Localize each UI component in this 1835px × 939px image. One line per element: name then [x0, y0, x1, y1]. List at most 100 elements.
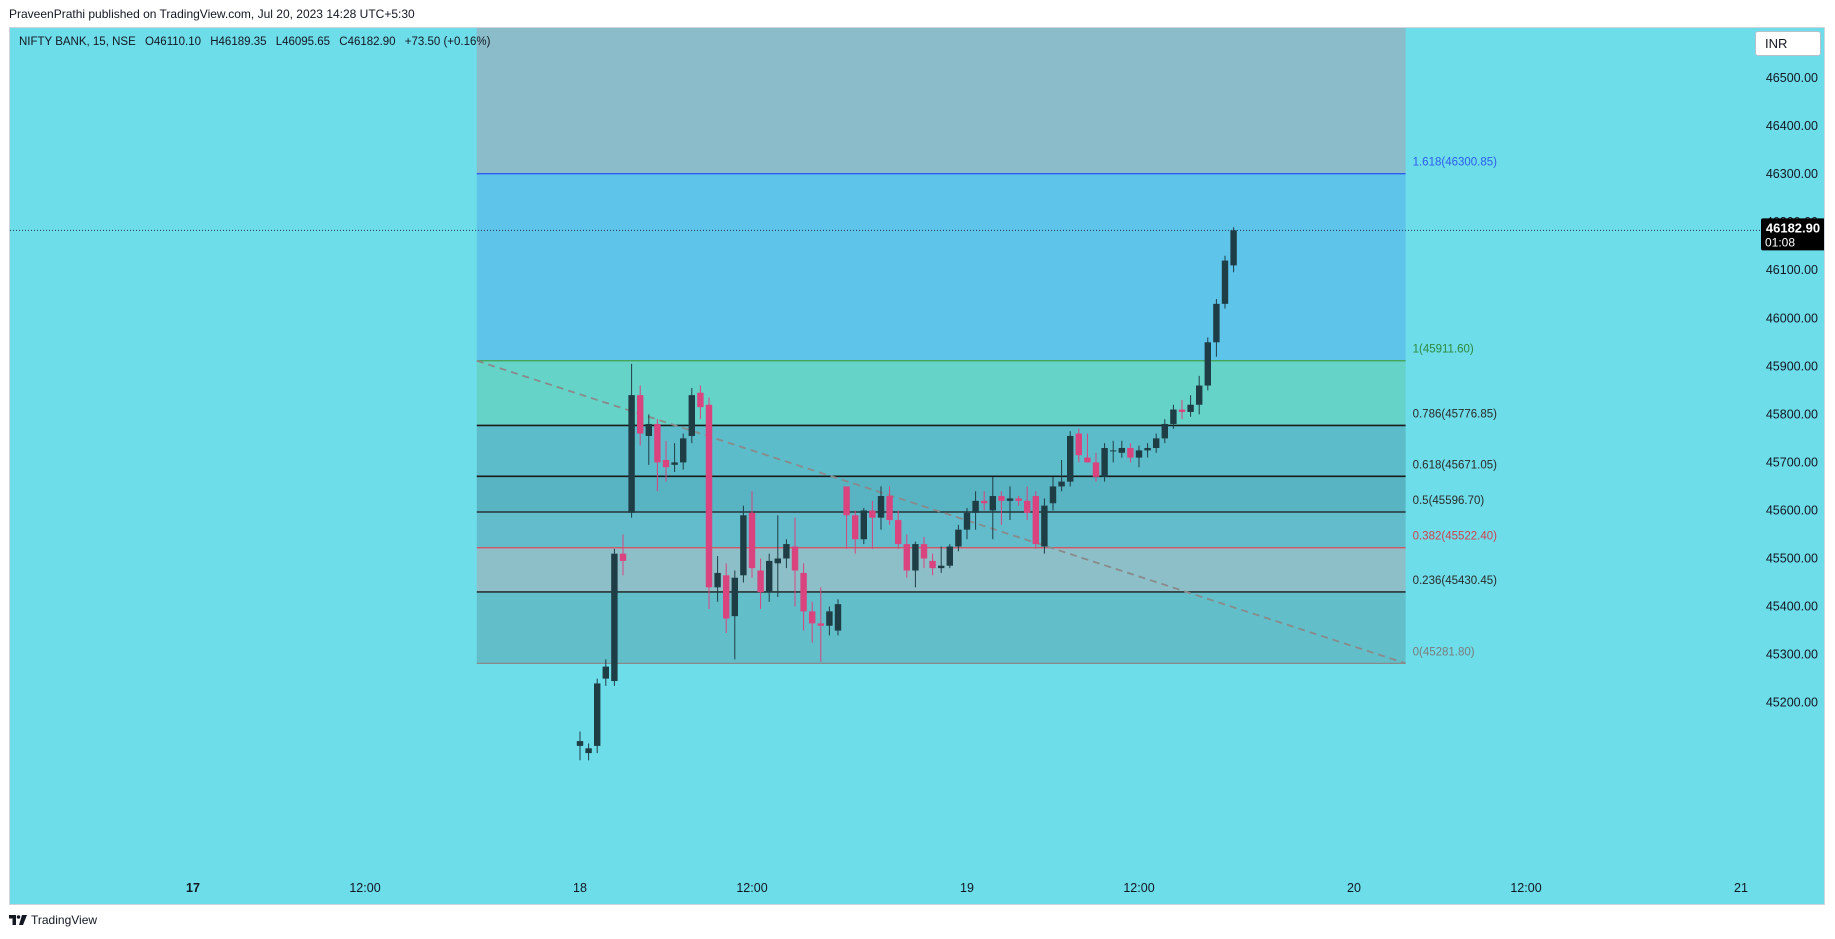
- footer-brand[interactable]: TradingView: [31, 913, 98, 927]
- x-tick-label: 12:00: [1123, 881, 1154, 895]
- symbol-name[interactable]: NIFTY BANK, 15, NSE: [19, 36, 136, 48]
- bull-candle: [1144, 447, 1151, 451]
- bull-candle: [774, 558, 781, 564]
- bear-candle: [1092, 462, 1100, 477]
- publish-caption: PraveenPrathi published on TradingView.c…: [9, 7, 415, 21]
- close-value: C46182.90: [339, 36, 396, 48]
- last-price-tag: [1761, 218, 1824, 251]
- bull-candle: [1041, 505, 1048, 547]
- fib-label-1-618: 1.618(46300.85): [1413, 157, 1498, 169]
- tradingview-logo-icon[interactable]: [9, 915, 27, 925]
- bull-candle: [1153, 438, 1160, 448]
- bull-candle: [912, 544, 919, 571]
- y-tick-label: 45900.00: [1766, 359, 1818, 373]
- bear-candle: [662, 459, 670, 468]
- y-tick-label: 45700.00: [1766, 455, 1818, 469]
- bull-candle: [1067, 435, 1074, 482]
- x-tick-label: 20: [1347, 881, 1361, 895]
- fib-zone-1-618: [476, 173, 1406, 361]
- bull-candle: [1049, 486, 1057, 504]
- fib-zone-1: [476, 360, 1406, 426]
- x-tick-label: 21: [1734, 881, 1748, 895]
- fib-zone-0-5: [476, 512, 1406, 548]
- bull-candle: [834, 604, 842, 631]
- bear-candle: [843, 486, 850, 516]
- bear-candle: [998, 496, 1005, 501]
- bull-candle: [714, 572, 721, 588]
- symbol-info-bar: NIFTY BANK, 15, NSE O46110.10 H46189.35 …: [19, 36, 496, 48]
- bull-candle: [1170, 409, 1177, 424]
- y-tick-label: 46000.00: [1766, 311, 1818, 325]
- bull-candle: [1006, 498, 1014, 501]
- bull-candle: [628, 395, 635, 513]
- fib-label-0-236: 0.236(45430.45): [1413, 575, 1498, 587]
- bull-candle: [938, 565, 945, 569]
- fib-label-0-786: 0.786(45776.85): [1413, 408, 1498, 420]
- candlestick-chart[interactable]: 1.618(46300.85) 1(45911.60) 0.786(45776.85…: [10, 28, 1825, 905]
- bear-candle: [903, 544, 910, 571]
- bull-candle: [989, 496, 996, 511]
- bull-candle: [1135, 450, 1143, 458]
- bear-candle: [1084, 457, 1091, 463]
- y-tick-label: 45300.00: [1766, 648, 1818, 662]
- bear-candle: [809, 611, 816, 624]
- y-tick-label: 46300.00: [1766, 167, 1818, 181]
- bull-candle: [585, 748, 592, 754]
- bear-candle: [619, 553, 627, 561]
- open-value: O46110.10: [144, 36, 202, 48]
- bull-candle: [783, 544, 790, 559]
- fib-zone-above-1618: [476, 28, 1406, 174]
- bear-candle: [981, 500, 988, 504]
- fib-zone-0-618: [476, 476, 1406, 513]
- last-price-value: 46182.90: [1766, 220, 1820, 235]
- bull-candle: [594, 683, 601, 746]
- bull-candle: [963, 512, 971, 530]
- bear-candle: [1032, 496, 1039, 545]
- bull-candle: [1213, 303, 1220, 343]
- fib-zone-0-236: [476, 591, 1406, 664]
- bull-candle: [1118, 447, 1125, 453]
- bull-candle: [766, 560, 773, 593]
- bull-candle: [602, 666, 609, 679]
- footer: TradingView: [9, 913, 97, 927]
- fib-label-0-382: 0.382(45522.40): [1413, 531, 1498, 543]
- bear-candle: [852, 515, 859, 540]
- bull-candle: [576, 741, 584, 746]
- x-tick-label: 12:00: [349, 881, 380, 895]
- bear-candle: [869, 510, 876, 518]
- bull-candle: [946, 546, 953, 566]
- currency-button[interactable]: INR: [1755, 31, 1821, 56]
- x-tick-label: 12:00: [736, 881, 767, 895]
- fib-label-0-618: 0.618(45671.05): [1413, 459, 1498, 471]
- chart-area[interactable]: 1.618(46300.85) 1(45911.60) 0.786(45776.85…: [9, 27, 1825, 905]
- fib-label-0: 0(45281.80): [1413, 646, 1475, 658]
- y-tick-label: 46100.00: [1766, 263, 1818, 277]
- bear-candle: [697, 392, 704, 408]
- bear-candle: [800, 572, 807, 612]
- bull-candle: [671, 462, 678, 465]
- bear-candle: [929, 560, 936, 569]
- bear-candle: [1127, 447, 1134, 458]
- bull-candle: [1110, 450, 1117, 452]
- bull-candle: [1161, 423, 1168, 439]
- bull-candle: [1230, 230, 1237, 266]
- bear-candle: [895, 520, 902, 545]
- bear-candle: [723, 575, 730, 619]
- bull-candle: [877, 496, 885, 518]
- fib-zone-0-786: [476, 425, 1406, 477]
- bull-candle: [645, 423, 652, 436]
- bull-candle: [731, 577, 738, 617]
- low-value: L46095.65: [275, 36, 331, 48]
- x-tick-label: 18: [573, 881, 587, 895]
- y-tick-label: 46400.00: [1766, 119, 1818, 133]
- bull-candle: [1204, 342, 1211, 386]
- y-tick-label: 45200.00: [1766, 696, 1818, 710]
- bear-candle: [791, 546, 799, 571]
- high-value: H46189.35: [210, 36, 267, 48]
- bear-candle: [757, 570, 764, 593]
- fib-label-1: 1(45911.60): [1413, 344, 1474, 356]
- x-tick-label: 12:00: [1510, 881, 1541, 895]
- y-tick-label: 45800.00: [1766, 407, 1818, 421]
- bull-candle: [680, 438, 687, 463]
- bull-candle: [1221, 260, 1229, 304]
